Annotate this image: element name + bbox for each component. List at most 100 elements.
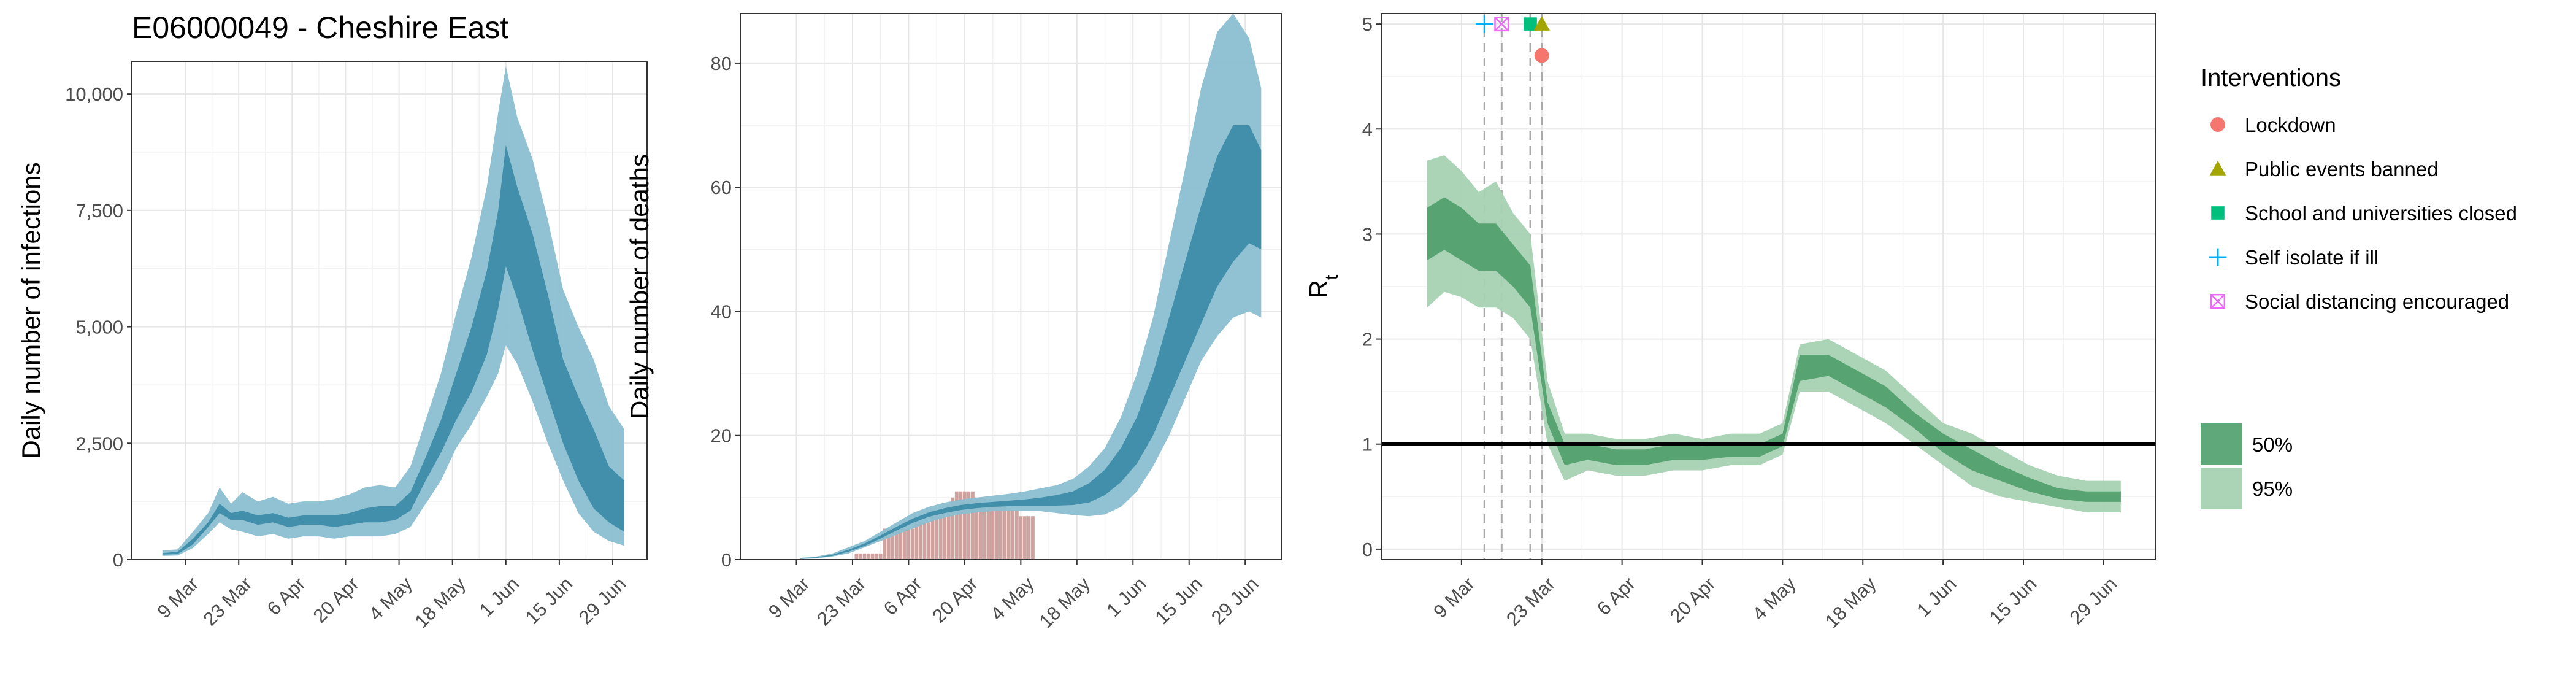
chart-title: E06000049 - Cheshire East: [132, 10, 508, 45]
legend-swatch-95pct: [2201, 468, 2242, 509]
observed-deaths-bar: [907, 528, 911, 560]
legend-label: Social distancing encouraged: [2245, 290, 2509, 313]
legend-marker-plus: [2209, 248, 2227, 266]
lockdown-marker: [1534, 48, 1549, 63]
y-axis-title-subscript: t: [1322, 274, 1342, 280]
y-tick-label: 0: [113, 549, 123, 571]
legend-marker-triangle: [2209, 160, 2226, 176]
observed-deaths-bar: [914, 522, 919, 560]
observed-deaths-bar: [910, 528, 914, 560]
x-tick-label: 15 Jun: [1985, 573, 2041, 629]
x-tick-label: 15 Jun: [1151, 573, 1206, 629]
y-axis-title: Daily number of infections: [17, 162, 45, 458]
legend-swatch-50pct: [2201, 423, 2242, 465]
observed-deaths-bar: [886, 528, 891, 560]
legend-label: Lockdown: [2245, 114, 2336, 136]
y-axis-title: Rt: [1304, 274, 1342, 298]
x-tick-label: 23 Mar: [1502, 573, 1559, 630]
panel-border: [1381, 13, 2156, 560]
observed-deaths-bar: [938, 510, 943, 560]
observed-deaths-bar: [875, 553, 879, 560]
x-tick-label: 1 Jun: [1102, 573, 1150, 621]
x-tick-label: 1 Jun: [1912, 573, 1960, 621]
observed-deaths-bar: [951, 497, 955, 560]
intervention-marker: [1524, 17, 1537, 31]
x-tick-label: 6 Apr: [263, 573, 310, 620]
y-tick-label: 5: [1362, 14, 1373, 35]
legend-label: Public events banned: [2245, 158, 2439, 180]
observed-deaths-bar: [1030, 516, 1035, 560]
observed-deaths-bar: [902, 528, 907, 560]
x-tick-label: 15 Jun: [521, 573, 577, 629]
x-tick-label: 20 Apr: [1666, 573, 1720, 627]
legend-marker-crossbox: [2210, 293, 2226, 309]
observed-deaths-bar: [935, 510, 939, 560]
x-tick-label: 20 Apr: [928, 573, 982, 627]
x-tick-label: 6 Apr: [880, 573, 926, 620]
observed-deaths-bars: [854, 491, 1035, 560]
observed-deaths-bar: [870, 553, 875, 560]
legend-ci: 50% 95%: [2201, 423, 2293, 509]
intervention-markers: [1475, 15, 1550, 63]
observed-deaths-bar: [883, 528, 887, 560]
legend-title: Interventions: [2201, 64, 2341, 91]
observed-deaths-bar: [970, 491, 975, 560]
x-tick-label: 29 Jun: [2066, 573, 2122, 629]
intervention-marker: [1494, 17, 1509, 32]
ci-50-band: [162, 145, 624, 555]
x-tick-label: 18 May: [1035, 573, 1094, 632]
intervention-marker: [1533, 15, 1550, 31]
legend-label: School and universities closed: [2245, 202, 2517, 225]
observed-deaths-bar: [943, 510, 947, 560]
observed-deaths-bar: [862, 553, 867, 560]
observed-deaths-bar: [854, 553, 859, 560]
observed-deaths-bar: [1006, 510, 1011, 560]
x-tick-label: 29 Jun: [1207, 573, 1263, 629]
observed-deaths-bar: [946, 503, 951, 560]
observed-deaths-bar: [927, 522, 931, 560]
intervention-marker: [1475, 15, 1493, 33]
observed-deaths-bar: [987, 503, 991, 560]
y-tick-label: 10,000: [65, 83, 123, 105]
observed-deaths-bar: [878, 553, 883, 560]
x-tick-label: 18 May: [410, 573, 470, 632]
schools-marker: [2211, 206, 2225, 220]
legend-label: Self isolate if ill: [2245, 246, 2379, 269]
observed-deaths-bar: [1022, 516, 1027, 560]
y-tick-label: 60: [711, 177, 732, 198]
y-tick-label: 1: [1362, 434, 1373, 455]
observed-deaths-bar: [859, 553, 862, 560]
legend: Interventions Lockdown Public events bann…: [2201, 64, 2517, 509]
y-axis: 0 1 2 3 4 5: [1362, 14, 1381, 560]
lockdown-marker: [2210, 117, 2225, 132]
observed-deaths-bar: [930, 510, 935, 560]
intervention-marker: [1534, 48, 1549, 63]
y-tick-label: 2: [1362, 329, 1373, 350]
x-tick-label: 9 Mar: [764, 573, 814, 623]
y-axis: 0 20 40 60 80: [711, 53, 740, 571]
y-tick-label: 2,500: [75, 433, 123, 454]
y-axis: 0 2,500 5,000 7,500 10,000: [65, 83, 132, 571]
social-distancing-marker-box: [1494, 17, 1509, 32]
y-axis-title: Daily number of deaths: [625, 154, 654, 419]
observed-deaths-bar: [954, 491, 959, 560]
observed-deaths-bar: [995, 503, 999, 560]
observed-deaths-bar: [1014, 510, 1019, 560]
social-distancing-marker-d2: [2210, 294, 2225, 309]
x-tick-label: 20 Apr: [309, 573, 363, 627]
observed-deaths-bar: [899, 528, 903, 560]
observed-deaths-bar: [867, 553, 871, 560]
panel-border: [131, 61, 648, 560]
observed-deaths-bar: [979, 497, 983, 560]
schools-marker: [1524, 17, 1537, 31]
x-tick-label: 23 Mar: [199, 573, 256, 630]
x-tick-label: 9 Mar: [1429, 573, 1479, 623]
x-tick-label: 18 May: [1821, 573, 1880, 632]
panel-border: [740, 13, 1282, 560]
x-tick-label: 9 Mar: [153, 573, 203, 623]
x-tick-label: 29 Jun: [575, 573, 631, 629]
legend-interventions: Lockdown Public events banned School and u…: [2209, 114, 2517, 313]
x-tick-label: 1 Jun: [475, 573, 523, 621]
